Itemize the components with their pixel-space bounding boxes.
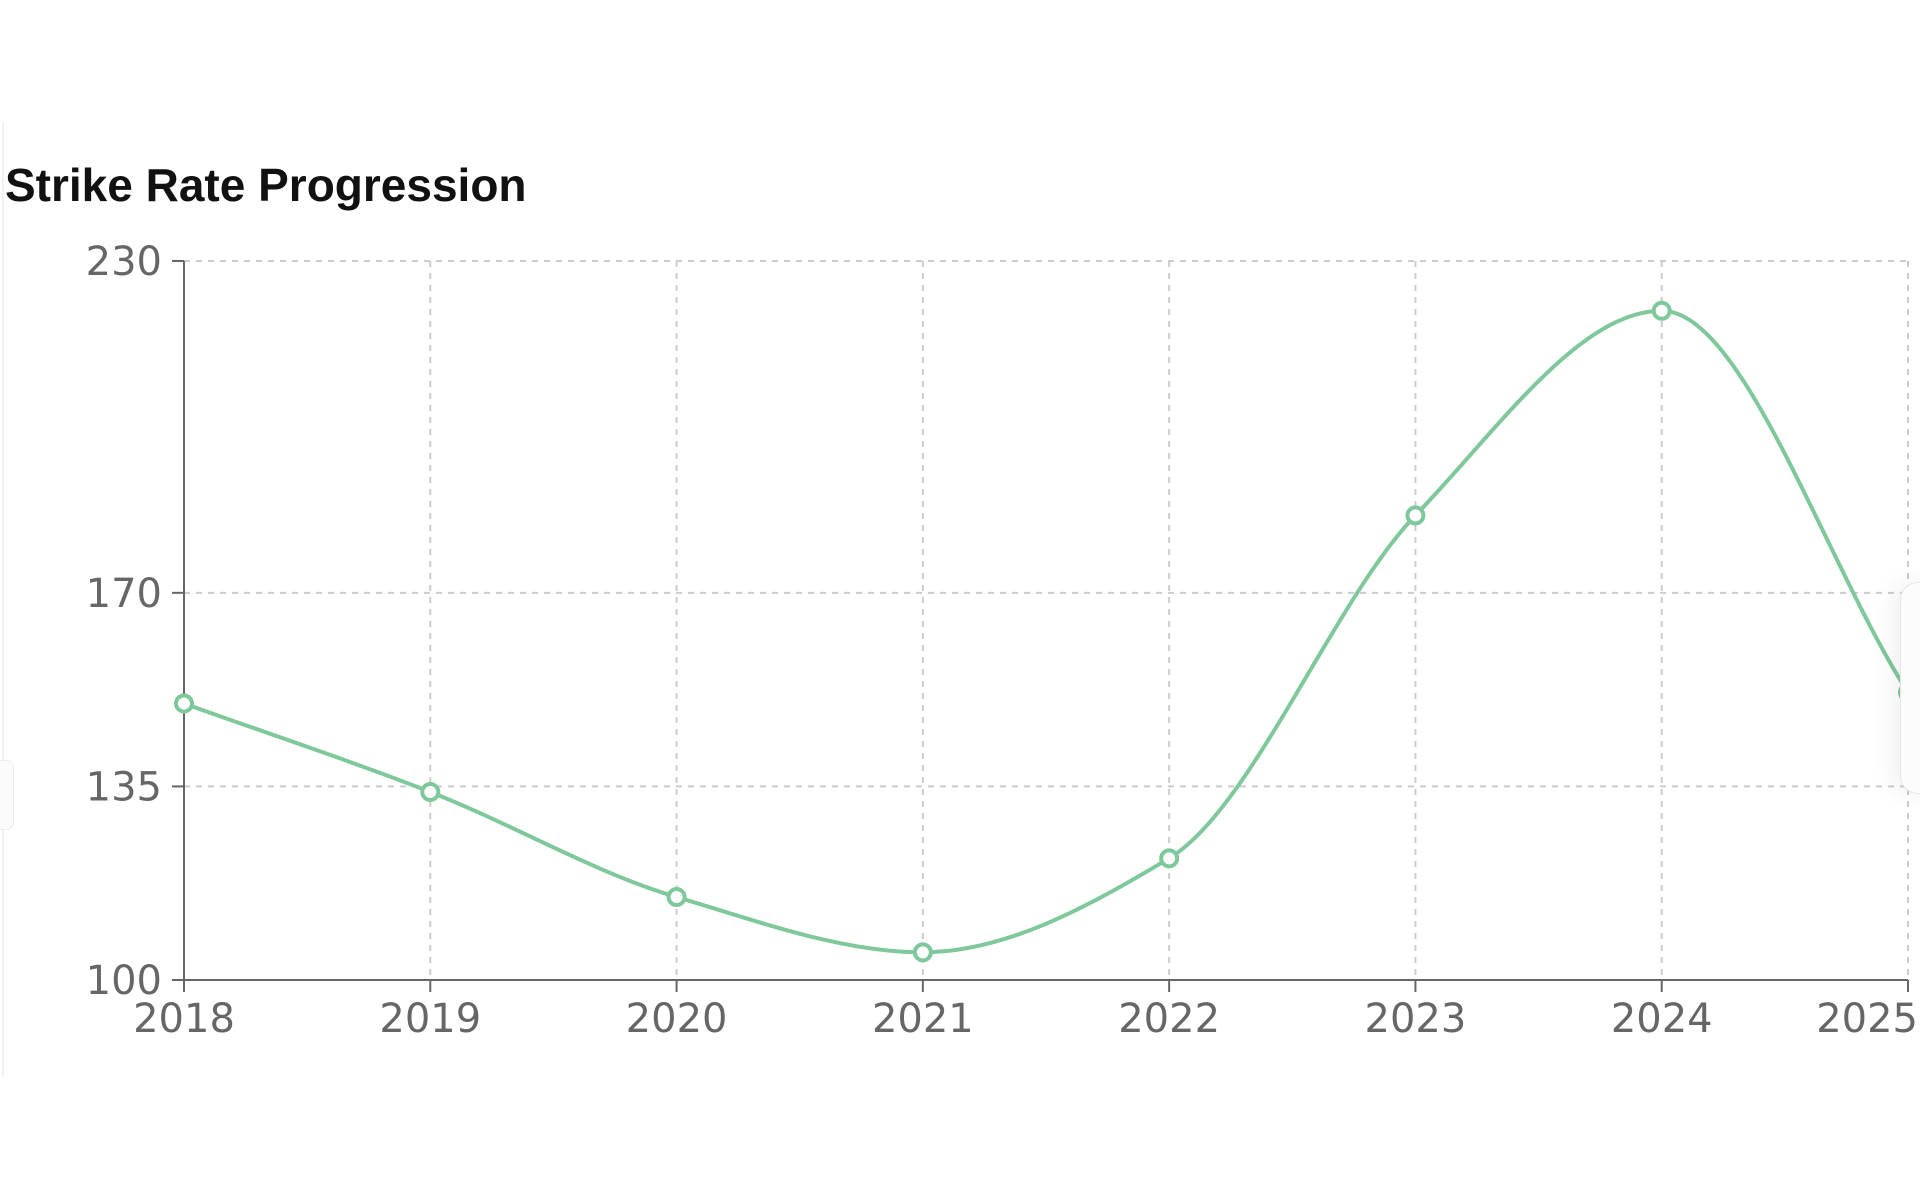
left-panel-handle[interactable] <box>0 760 14 830</box>
data-point-2020[interactable] <box>666 887 687 908</box>
chart-title: Strike Rate Progression <box>5 159 527 211</box>
tooltip-panel <box>1900 582 1920 794</box>
y-tick-label-230: 230 <box>86 239 162 285</box>
axes <box>172 260 1909 992</box>
left-panel-border <box>2 122 4 1077</box>
y-tick-label-100: 100 <box>86 958 162 1004</box>
x-tick-label-2024: 2024 <box>1611 996 1713 1042</box>
y-tick-label-135: 135 <box>86 764 162 810</box>
series-line-0 <box>183 308 1910 955</box>
tick-labels: 100 135 170 230 2018 2019 2020 2021 2022 2023 2024… <box>86 239 1918 1042</box>
data-point-2021[interactable] <box>912 942 933 963</box>
series-line <box>183 308 1910 955</box>
data-point-2019[interactable] <box>420 781 441 802</box>
x-tick-label-2022: 2022 <box>1118 996 1220 1042</box>
x-tick-label-2023: 2023 <box>1365 996 1467 1042</box>
y-tick-label-170: 170 <box>86 571 162 617</box>
x-tick-label-2021: 2021 <box>872 996 974 1042</box>
data-point-2023[interactable] <box>1405 505 1426 526</box>
x-tick-label-2020: 2020 <box>626 996 728 1042</box>
data-point-2022[interactable] <box>1159 848 1180 869</box>
data-points[interactable] <box>174 300 1918 963</box>
data-point-2018[interactable] <box>174 693 194 714</box>
x-tick-label-2025: 2025 <box>1816 996 1918 1042</box>
x-tick-label-2019: 2019 <box>379 996 481 1042</box>
grid-lines <box>184 260 1909 980</box>
data-point-2024[interactable] <box>1651 300 1672 321</box>
x-tick-label-2018: 2018 <box>133 996 235 1042</box>
